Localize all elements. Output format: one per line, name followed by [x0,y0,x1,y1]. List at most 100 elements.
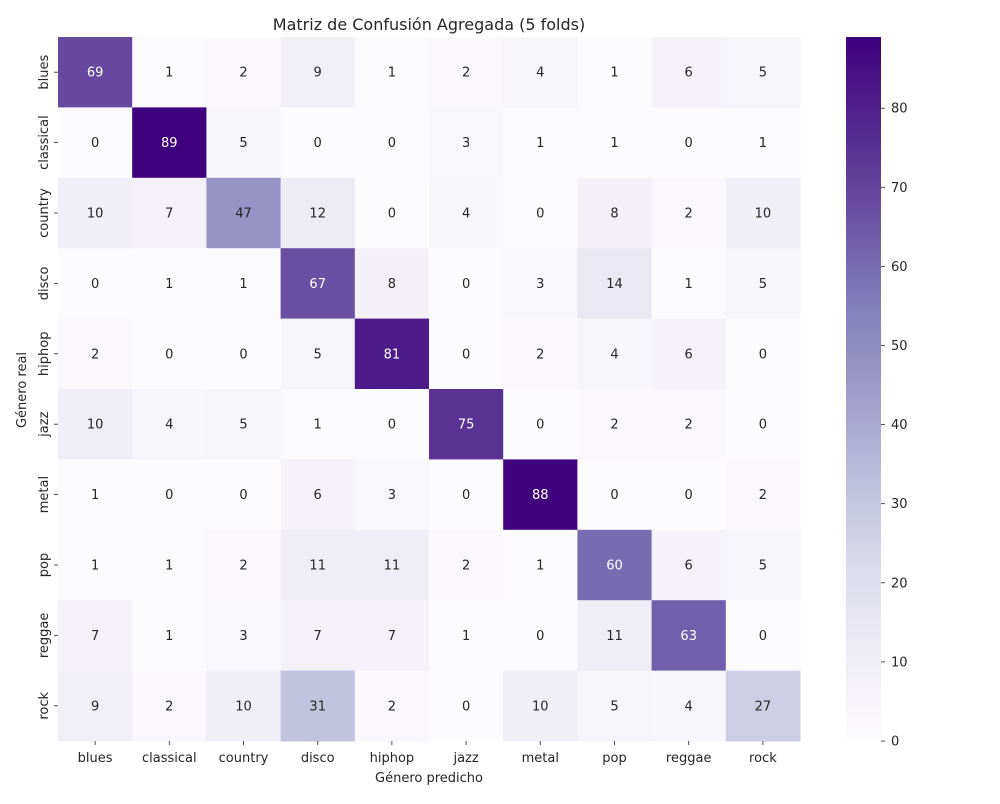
colorbar-tick-label: 0 [891,735,899,750]
cell-value-label: 1 [685,277,693,292]
y-tick-label: jazz [37,411,52,437]
heatmap-cell [503,670,578,742]
heatmap-cell [429,459,504,531]
y-tick-label: disco [37,266,52,300]
x-tick-label: rock [749,751,777,766]
cell-value-label: 2 [685,418,693,433]
heatmap-cell [503,37,578,108]
colorbar-ticks: 0 10 20 30 40 50 60 70 80 [881,102,908,750]
heatmap-cell [577,600,653,672]
heatmap-cell [280,529,356,601]
heatmap-cell [354,600,430,672]
cell-value-label: 4 [610,347,618,362]
heatmap-cell [206,459,282,531]
heatmap-cell [429,600,504,672]
heatmap-cell [429,389,504,460]
heatmap-cell [58,107,133,179]
cell-value-label: 0 [462,347,470,362]
cell-value-label: 69 [87,66,104,81]
cell-value-label: 81 [384,347,401,362]
cell-value-label: 5 [610,699,618,714]
cell-value-label: 1 [610,66,618,81]
heatmap-cell [354,529,430,601]
heatmap-cell [577,318,653,390]
heatmap-cell [725,529,801,601]
colorbar-tick-label: 10 [891,655,908,670]
cell-value-label: 0 [462,277,470,292]
cell-value-label: 1 [91,488,99,503]
heatmap-cell [651,248,727,320]
heatmap-cell [354,318,430,390]
cell-value-label: 1 [610,136,618,151]
heatmap-cell [577,177,653,249]
heatmap-cell [503,600,578,672]
heatmap-cell [354,177,430,249]
heatmap-cell [651,107,727,179]
cell-value-label: 12 [309,207,326,222]
heatmap-cell [280,37,356,108]
cell-value-label: 2 [759,488,767,503]
y-tick-label: blues [37,55,52,90]
cell-value-label: 1 [165,66,173,81]
heatmap-cell [429,529,504,601]
heatmap-cell [58,600,133,672]
cell-value-label: 1 [462,629,470,644]
cell-value-label: 5 [759,66,767,81]
cell-value-label: 6 [314,488,322,503]
heatmap-cell [651,529,727,601]
colorbar-tick-label: 50 [891,339,908,354]
heatmap-cell [577,107,653,179]
cell-value-label: 14 [606,277,623,292]
cell-value-label: 1 [759,136,767,151]
cell-value-label: 1 [165,277,173,292]
heatmap-cell [280,600,356,672]
heatmap-cell [58,248,133,320]
heatmap-cell [429,37,504,108]
cell-value-label: 0 [462,488,470,503]
cell-value-label: 10 [235,699,252,714]
cell-value-label: 6 [685,559,693,574]
x-tick-label: pop [602,751,626,766]
heatmap-cell [354,107,430,179]
heatmap-cell [725,600,801,672]
heatmap-cell [577,37,653,108]
heatmap-cell [577,459,653,531]
x-axis-ticks: blues classical country disco hiphop jazz meta… [78,741,777,766]
heatmap-cell [725,318,801,390]
cell-value-label: 3 [462,136,470,151]
heatmap-cell [354,37,430,108]
cell-value-label: 0 [165,488,173,503]
heatmap-cell [577,248,653,320]
cell-value-label: 0 [759,347,767,362]
x-tick-label: jazz [452,751,478,766]
heatmap-cell [354,248,430,320]
cell-value-label: 31 [309,699,326,714]
cell-value-label: 2 [536,347,544,362]
x-axis-label: Género predicho [375,771,483,786]
heatmap-cell [503,318,578,390]
y-axis-ticks: blues classical country disco hiphop jazz meta… [37,55,58,720]
heatmap-cell [354,670,430,742]
cell-value-label: 2 [462,66,470,81]
y-tick-label: classical [37,115,52,170]
cell-value-label: 2 [165,699,173,714]
heatmap-cell [651,177,727,249]
cell-value-label: 0 [239,488,247,503]
cell-value-label: 0 [239,347,247,362]
heatmap-cell [651,389,727,460]
cell-value-label: 6 [685,66,693,81]
heatmap-cell [651,600,727,672]
cell-value-label: 10 [87,418,104,433]
y-tick-label: pop [37,553,52,577]
heatmap-cell [280,459,356,531]
colorbar-tick-label: 40 [891,418,908,433]
cell-value-label: 5 [759,559,767,574]
cell-value-label: 0 [685,488,693,503]
heatmap-cell [132,670,207,742]
heatmap-cell [58,37,133,108]
cell-value-label: 1 [314,418,322,433]
colorbar-tick-label: 30 [891,497,908,512]
cell-value-label: 2 [388,699,396,714]
cell-value-label: 0 [536,418,544,433]
colorbar-tick-label: 80 [891,102,908,117]
